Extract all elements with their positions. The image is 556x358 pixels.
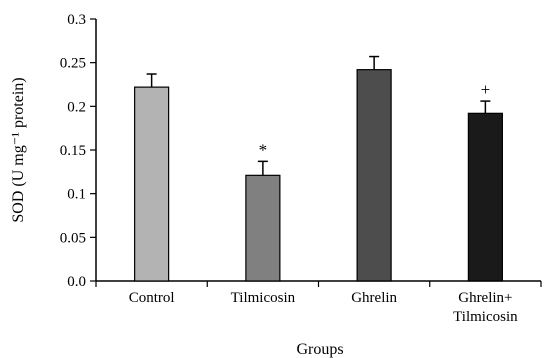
y-axis-title: SOD (U mg⁻¹ protein) (10, 77, 27, 222)
bar-4 (467, 112, 503, 282)
plot-area: 0.0 0.05 0.1 0.15 0.2 0.25 0.3 Control * Tilmicos… (60, 12, 542, 325)
y-tick-label: 0.15 (60, 143, 86, 159)
bar-2 (245, 174, 281, 282)
significance-marker: + (481, 80, 491, 99)
y-tick-label: 0.0 (67, 274, 86, 290)
x-axis-title: Groups (296, 341, 343, 358)
x-tick-label: Tilmicosin (231, 290, 296, 306)
y-tick-label: 0.1 (67, 187, 86, 203)
x-tick-label: Ghrelin (351, 290, 397, 306)
y-tick-label: 0.3 (67, 12, 86, 28)
y-tick-label: 0.25 (60, 56, 86, 72)
x-tick-label: Tilmicosin (453, 309, 518, 325)
y-tick-label: 0.05 (60, 230, 86, 246)
bar-3 (356, 69, 392, 282)
x-tick-label: Ghrelin+ (458, 290, 512, 306)
y-tick-label: 0.2 (67, 99, 86, 115)
significance-marker: * (259, 140, 268, 159)
bar-1 (134, 86, 170, 282)
x-tick-label: Control (129, 290, 175, 306)
